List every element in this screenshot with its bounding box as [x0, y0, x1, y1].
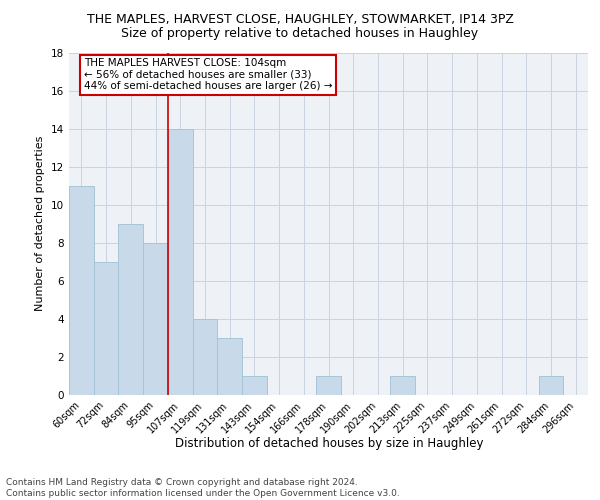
Text: Distribution of detached houses by size in Haughley: Distribution of detached houses by size … [175, 438, 483, 450]
Text: Size of property relative to detached houses in Haughley: Size of property relative to detached ho… [121, 28, 479, 40]
Bar [69, 186, 94, 395]
Bar [316, 376, 341, 395]
Bar [217, 338, 242, 395]
Text: THE MAPLES HARVEST CLOSE: 104sqm
← 56% of detached houses are smaller (33)
44% o: THE MAPLES HARVEST CLOSE: 104sqm ← 56% o… [84, 58, 332, 92]
Bar [539, 376, 563, 395]
Bar [118, 224, 143, 395]
Text: THE MAPLES, HARVEST CLOSE, HAUGHLEY, STOWMARKET, IP14 3PZ: THE MAPLES, HARVEST CLOSE, HAUGHLEY, STO… [86, 12, 514, 26]
Bar [168, 128, 193, 395]
Bar [193, 319, 217, 395]
Y-axis label: Number of detached properties: Number of detached properties [35, 136, 46, 312]
Bar [242, 376, 267, 395]
Text: Contains HM Land Registry data © Crown copyright and database right 2024.
Contai: Contains HM Land Registry data © Crown c… [6, 478, 400, 498]
Bar [143, 243, 168, 395]
Bar [390, 376, 415, 395]
Bar [94, 262, 118, 395]
